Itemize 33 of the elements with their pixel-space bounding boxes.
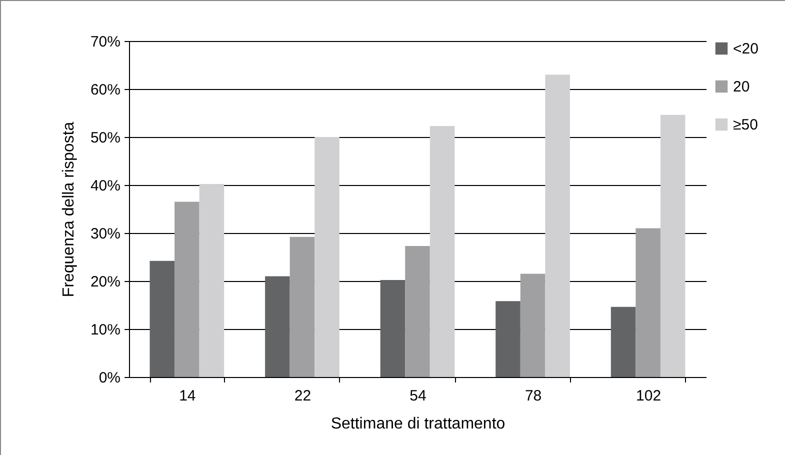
y-tick-label: 10% [90, 322, 120, 338]
bar [430, 126, 455, 377]
y-axis-title: Frequenza della risposta [60, 122, 78, 298]
y-tick-label: 0% [98, 370, 120, 386]
bar [174, 202, 200, 377]
y-tick-label: 70% [90, 34, 120, 50]
bar [150, 260, 175, 377]
bar [636, 228, 660, 377]
y-tick-label: 40% [90, 178, 120, 194]
bar [610, 306, 636, 377]
bar [290, 236, 315, 377]
x-tick-label: 78 [524, 388, 542, 404]
y-tick-label: 20% [90, 274, 120, 290]
bar [520, 274, 546, 377]
x-axis-title: Settimane di trattamento [330, 416, 506, 432]
x-tick-label: 22 [294, 388, 312, 404]
y-tick-label: 60% [90, 82, 120, 98]
legend-label: <20 [733, 40, 758, 58]
bar [405, 246, 430, 377]
x-tick-label: 14 [179, 388, 196, 404]
x-tick-label: 102 [636, 388, 662, 404]
bar [660, 114, 686, 377]
legend-label: 20 [733, 78, 750, 96]
legend-label: ≥50 [733, 116, 758, 134]
bar [496, 301, 520, 377]
x-tick-label: 54 [410, 388, 426, 404]
y-tick-label: 30% [90, 226, 120, 242]
bar [380, 280, 406, 377]
bar [265, 276, 290, 377]
y-tick-label: 50% [90, 130, 120, 146]
bar [314, 137, 340, 377]
bar [199, 184, 224, 377]
bar [545, 74, 570, 377]
